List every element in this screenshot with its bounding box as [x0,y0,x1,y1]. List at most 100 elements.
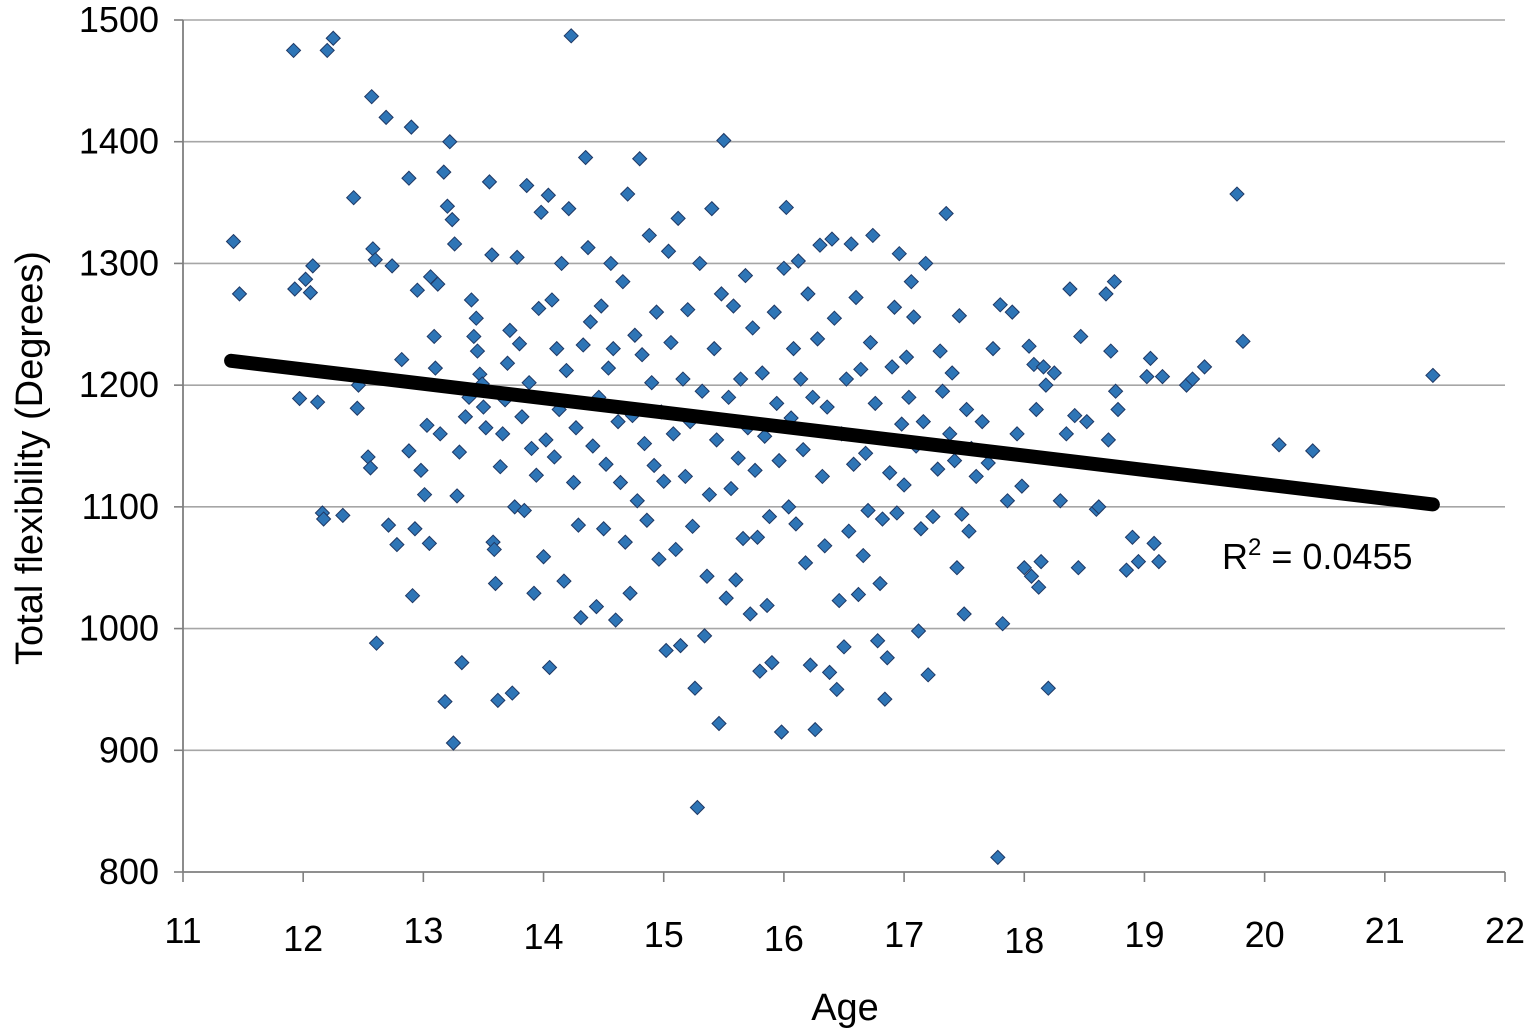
data-point [694,383,710,399]
data-point [504,685,521,701]
data-point [857,445,874,462]
data-point [305,258,321,274]
data-point [901,389,917,406]
data-point [1106,273,1123,290]
data-point [737,267,754,284]
data-point [556,573,572,589]
r-squared-superscript: 2 [1248,534,1261,561]
data-point [1033,553,1049,570]
data-point [407,521,423,537]
y-tick-label: 800 [99,851,159,892]
data-point [886,299,903,315]
data-point [1014,478,1030,494]
data-point [627,327,643,343]
data-point [954,506,970,522]
r-squared-value: = 0.0455 [1261,536,1412,577]
data-point [716,132,732,149]
y-axis-title: Total flexibility (Degrees) [9,251,51,665]
data-point [345,189,362,206]
data-point [404,588,421,604]
data-point [838,371,855,387]
data-point [481,174,498,190]
data-point [605,340,621,357]
data-point [466,328,482,345]
data-point [595,521,612,537]
data-point [615,273,631,290]
data-point [439,198,456,214]
data-point [309,394,326,410]
data-point [865,227,881,244]
data-point [754,365,770,381]
data-point [413,462,429,479]
data-point [771,452,787,469]
data-point [999,493,1016,509]
data-point [582,314,599,330]
data-point [809,331,826,347]
data-point [744,320,761,336]
x-tick-label: 20 [1245,914,1285,955]
data-point [610,413,626,430]
data-point [807,721,823,738]
data-point [644,375,660,391]
data-point [436,164,452,180]
data-point [958,401,975,418]
data-point [802,657,819,673]
data-point [881,465,898,481]
data-point [677,468,694,485]
data-point [319,42,335,59]
data-point [845,456,862,472]
data-point [603,255,619,272]
data-point [826,310,843,326]
data-point [478,420,494,436]
data-point [824,231,840,247]
data-point [1058,426,1075,442]
x-tick-labels: 11 12 13 14 15 16 17 18 19 20 21 22 [164,910,1525,961]
data-point [521,375,537,391]
data-point [502,322,518,339]
data-point [531,300,547,317]
y-tick-label: 900 [99,729,159,770]
data-point [788,516,804,532]
data-point [889,505,905,521]
data-point [869,633,886,649]
data-point [974,413,990,430]
data-point [706,340,722,357]
data-point [468,310,484,326]
data-point [684,518,701,535]
data-point [932,343,948,359]
x-tick-label: 13 [403,910,443,951]
x-tick-label: 18 [1004,920,1044,961]
data-point [421,535,438,552]
data-point [1070,560,1087,576]
data-point [1110,401,1126,418]
data-point [942,426,958,442]
x-axis-title: Age [811,987,879,1029]
data-point [641,227,658,244]
data-point [1124,529,1141,545]
data-point [795,441,811,458]
data-point [766,304,783,320]
data-point [297,271,314,287]
data-point [225,233,242,250]
data-point [862,334,879,351]
data-point [634,347,650,363]
data-point [1151,553,1167,570]
data-point [704,200,720,217]
data-point [287,281,303,297]
data-point [401,170,417,186]
data-point [463,292,480,308]
data-point [509,249,525,266]
data-point [565,474,582,491]
data-point [660,243,677,259]
data-point [867,395,883,412]
data-point [877,691,893,707]
data-point [891,245,907,262]
data-point [563,28,579,44]
data-point [1067,407,1083,424]
data-point [918,255,934,272]
data-point [920,667,936,683]
data-point [1073,328,1089,345]
data-point [302,284,319,301]
data-point [363,88,380,105]
data-point [713,286,730,302]
